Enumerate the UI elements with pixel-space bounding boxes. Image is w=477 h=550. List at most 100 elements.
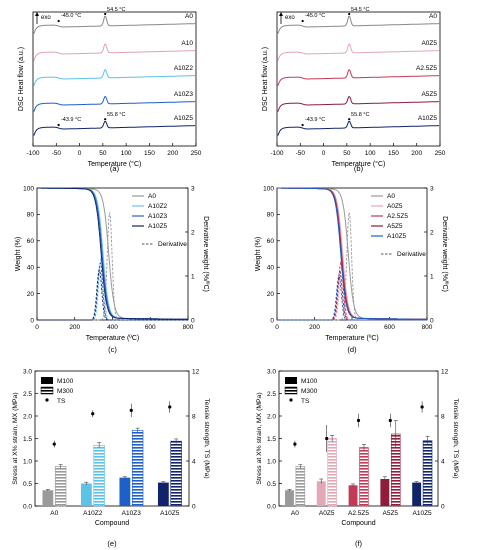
y-right-tick-label: 12 [192, 368, 200, 375]
y-tick-label: 2.0 [23, 413, 32, 420]
dsc-curve-A10Z5 [33, 121, 196, 136]
y-tick-label: 80 [267, 212, 275, 219]
series-label: A10Z5 [418, 115, 438, 122]
x-tick-label: -50 [296, 150, 306, 157]
bar-panel-f: 0.0 0.5 1.0 1.5 2.0 2.5 3.0 0 4 8 12 Stress at X% s… [256, 368, 459, 548]
y-right-tick-label: 0 [191, 317, 195, 324]
y-right-axis-label: Derivative weight (%/ºC) [441, 216, 448, 292]
series-label: A10Z3 [174, 91, 194, 98]
y-right-tick-label: 4 [441, 458, 445, 465]
x-tick-label: 200 [69, 324, 80, 331]
y-tick-label: 80 [27, 212, 35, 219]
y-tick-label: 1.0 [267, 458, 276, 465]
tm-label: 55.8 °C [351, 112, 369, 118]
series-label: A10Z5 [174, 115, 194, 122]
y-right-tick-label: 8 [192, 413, 196, 420]
series-label: A0 [429, 13, 437, 20]
dsc-curve-A10 [33, 43, 196, 61]
x-tick-label: 250 [191, 150, 202, 157]
y-axis-label: Stress at X% strain, MX (MPa) [256, 392, 263, 484]
series-label: A10 [181, 40, 193, 47]
exo-label: exo [285, 15, 295, 21]
x-axis-label: Temperature (°C) [332, 160, 386, 168]
bar-M300-A10Z5 [422, 440, 433, 507]
y-tick-label: 20 [267, 291, 275, 298]
x-tick-label: -100 [26, 150, 39, 157]
dsc-curve-A10Z2 [33, 69, 196, 86]
x-tick-label: 400 [347, 324, 358, 331]
x-tick-label: 600 [384, 324, 395, 331]
exo-label: exo [41, 15, 51, 21]
dsc-curve-A10Z3 [33, 96, 196, 112]
dsc-curve-A0Z5 [277, 43, 440, 61]
x-tick-label: A2.5Z5 [348, 510, 369, 517]
x-tick-label: 0 [35, 324, 39, 331]
x-axis-label: Compound [95, 520, 129, 527]
legend-label-M100: M100 [301, 378, 318, 385]
x-tick-label: 150 [144, 150, 155, 157]
derivative-curve-A0 [277, 212, 427, 321]
x-tick-label: A10Z2 [83, 510, 103, 517]
y-tick-label: 0 [30, 317, 34, 324]
legend-label-TS: TS [57, 398, 66, 405]
y-right-tick-label: 4 [192, 458, 196, 465]
x-tick-label: -50 [52, 150, 62, 157]
bar-M100-A10Z5 [157, 482, 169, 506]
y-axis-label: Weight (%) [255, 237, 262, 272]
tg-marker [57, 19, 60, 23]
x-tick-label: 200 [309, 324, 320, 331]
y-tick-label: 100 [263, 185, 274, 192]
y-right-tick-label: 3 [191, 185, 195, 192]
y-tick-label: 3.0 [23, 368, 32, 375]
y-right-tick-label: 0 [441, 503, 445, 510]
derivative-legend-label: Derivative [158, 241, 187, 248]
y-right-tick-label: 0 [430, 317, 434, 324]
y-right-tick-label: 2 [191, 229, 195, 236]
series-label: A0Z5 [421, 40, 437, 47]
y-axis-label: Stress at X% strain, MX (MPa) [12, 392, 19, 484]
tg-label: -45.0 °C [61, 13, 81, 19]
legend-swatch-M100 [41, 377, 53, 384]
legend-label-M300: M300 [301, 388, 318, 395]
x-tick-label: 250 [435, 150, 446, 157]
x-tick-label: 200 [167, 150, 178, 157]
x-tick-label: 600 [145, 324, 156, 331]
x-tick-label: 0 [322, 150, 326, 157]
y-right-tick-label: 2 [430, 229, 434, 236]
panel-label: (c) [108, 345, 117, 354]
x-tick-label: -100 [270, 150, 283, 157]
tm-marker [348, 118, 351, 121]
panel-label: (b) [354, 164, 364, 173]
tm-marker [104, 12, 107, 16]
legend-label: A10Z5 [387, 233, 407, 240]
x-tick-label: 100 [121, 150, 132, 157]
bar-M100-A10Z3 [119, 477, 131, 506]
bar-M300-A0 [295, 466, 306, 507]
bar-M100-A10Z2 [80, 483, 92, 506]
dsc-curve-A5Z5 [277, 96, 440, 112]
tg-label: -45.0 °C [305, 13, 325, 19]
legend-label: A10Z5 [148, 223, 168, 230]
y-tick-label: 60 [27, 238, 35, 245]
x-tick-label: A10Z5 [160, 510, 180, 517]
legend-label-TS: TS [301, 398, 310, 405]
y-tick-label: 20 [27, 291, 35, 298]
x-tick-label: A0Z5 [319, 510, 335, 517]
y-right-tick-label: 8 [441, 413, 445, 420]
y-right-tick-label: 1 [191, 273, 195, 280]
bar-M100-A5Z5 [380, 479, 390, 506]
y-tick-label: 0.5 [267, 481, 276, 488]
x-tick-label: 50 [99, 150, 107, 157]
legend-swatch-TS [289, 398, 293, 402]
y-right-axis-label: Tensile strength, TS (MPa) [452, 398, 459, 478]
legend-label: A10Z3 [148, 213, 168, 220]
dsc-panel-b: -100 -50 0 50 100 150 200 250 Temperature (°C) DS… [262, 7, 446, 173]
x-tick-label: A0 [50, 510, 58, 517]
y-tick-label: 40 [267, 265, 275, 272]
y-right-tick-label: 0 [192, 503, 196, 510]
x-tick-label: A0 [291, 510, 299, 517]
y-tick-label: 2.5 [267, 391, 276, 398]
x-tick-label: 0 [78, 150, 82, 157]
x-tick-label: 150 [388, 150, 399, 157]
bar-M300-A10Z3 [131, 430, 144, 507]
